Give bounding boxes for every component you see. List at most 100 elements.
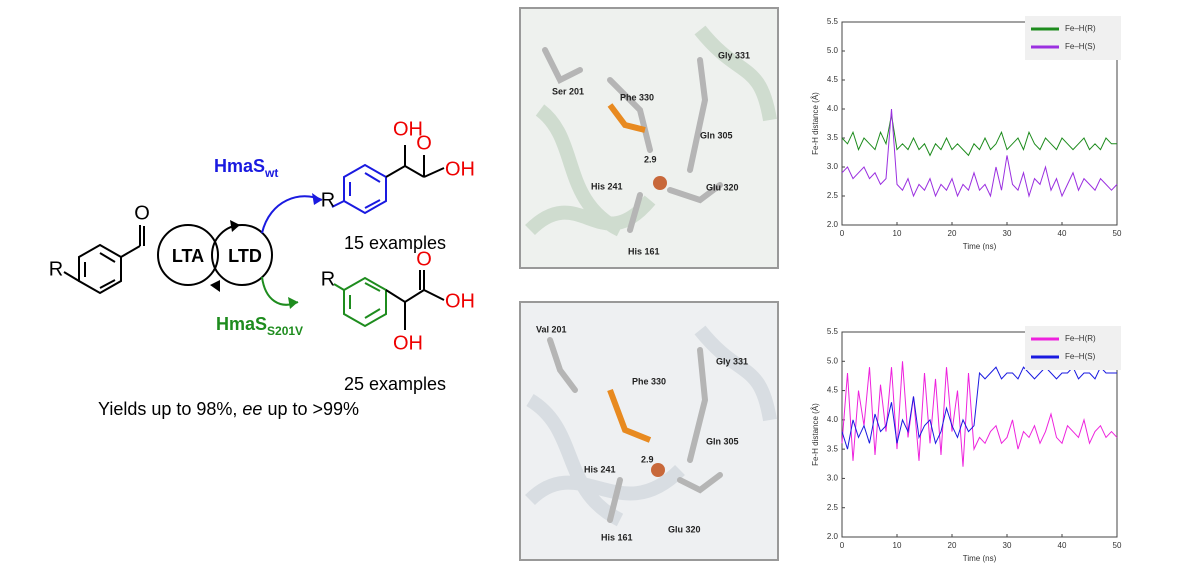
y-tick-label: 5.0 [827,356,839,365]
residues [542,47,723,233]
y-tick-label: 3.0 [827,474,839,483]
atom: R [321,189,335,211]
residue-label: Gly 331 [718,50,750,60]
residue-label: Glu 320 [706,182,739,192]
ligand [607,103,646,133]
summary-text: up to >99% [262,399,359,419]
ligand [607,388,652,443]
residue-label: His 241 [591,181,623,191]
y-tick-label: 2.0 [827,532,839,541]
ribbon [525,325,777,527]
y-tick-label: 3.5 [827,444,839,453]
structure-panels [519,7,779,561]
residue-label: Gly 331 [716,356,748,366]
acid-bottom [385,270,445,330]
residue-label: Ser 201 [552,86,584,96]
benzene-top [343,163,387,215]
benzene [78,243,122,295]
x-tick-label: 30 [1003,541,1012,550]
atom: O [134,202,150,224]
x-tick-label: 30 [1003,229,1012,238]
legend-label: Fe–H(R) [1065,334,1096,343]
arrow-head [312,193,322,205]
y-axis-label: Fe-H distance (Å) [811,92,820,155]
y-tick-label: 5.0 [827,46,839,55]
residue-label: His 241 [584,464,616,474]
aldehyde-bond [120,225,145,258]
y-axis-label: Fe-H distance (Å) [811,403,820,466]
x-tick-label: 10 [893,229,902,238]
cycle-lta [157,224,219,286]
x-axis-label: Time (ns) [963,554,997,563]
x-tick-label: 50 [1113,229,1122,238]
enzyme-name: HmaS [216,314,267,334]
residue-label: 2.9 [644,154,657,164]
residue-label: Glu 320 [668,524,701,534]
residue-label: 2.9 [641,454,654,464]
y-tick-label: 4.5 [827,75,839,84]
residue-label: Val 201 [536,324,567,334]
atom: OH [393,118,423,140]
enzyme-name: HmaS [214,156,265,176]
arrow-heads [210,193,322,309]
atom: O [416,132,432,154]
iron [651,463,665,477]
x-tick-label: 10 [893,541,902,550]
summary-text: Yields up to 98%, [98,399,242,419]
atom: R [49,258,63,280]
arrow-head [230,220,240,232]
cycle-ltd [211,224,273,286]
x-tick-label: 40 [1058,541,1067,550]
x-axis-label: Time (ns) [963,242,997,251]
summary: Yields up to 98%, ee up to >99% [98,399,359,419]
y-tick-label: 4.0 [827,104,839,113]
legend-label: Fe–H(R) [1065,24,1096,33]
x-tick-label: 20 [948,229,957,238]
arrow-head [210,280,220,292]
plot-frame [841,21,1118,226]
r-bond-top [331,200,345,208]
example-count: 15 examples [344,233,446,253]
series-line [841,108,1118,198]
charts: 2.0 2.5 3.0 3.5 4.0 4.5 5.0 5.5 0 10 20 30 40 50 Time … [811,16,1122,563]
legend-label: Fe–H(S) [1065,352,1096,361]
legend-box [1025,326,1121,370]
enzyme-label: HmaSS201V [216,314,303,338]
scheme [63,145,445,330]
residue-label: Phe 330 [632,376,666,386]
atom: R [321,268,335,290]
x-tick-label: 0 [840,229,845,238]
legend-label: Fe–H(S) [1065,42,1096,51]
example-count: 25 examples [344,374,446,394]
atom: OH [445,158,475,180]
x-tick-label: 50 [1113,541,1122,550]
acid-top [385,145,445,178]
benzene-bottom [343,276,387,328]
y-tick-label: 2.0 [827,220,839,229]
y-tick-label: 5.5 [827,17,839,26]
x-tick-label: 0 [840,541,845,550]
cycle-label: LTA [172,246,204,266]
residue-label: Gln 305 [706,436,739,446]
cycle-label: LTD [228,246,262,266]
atom: O [416,248,432,270]
arrow-top [261,195,323,234]
x-tick-label: 40 [1058,229,1067,238]
y-tick-label: 4.5 [827,386,839,395]
enzyme-sub: wt [264,166,278,180]
r-bond [63,271,80,282]
residue-label: His 161 [628,246,660,256]
y-tick-label: 5.5 [827,327,839,336]
enzyme-label: HmaSwt [214,156,278,180]
arrow-head [288,297,298,309]
plot-frame [841,331,1118,538]
enzyme-sub: S201V [267,324,303,338]
y-tick-label: 4.0 [827,415,839,424]
residue-label: Gln 305 [700,130,733,140]
y-tick-label: 2.5 [827,503,839,512]
y-tick-label: 3.5 [827,133,839,142]
atom: OH [445,290,475,312]
iron [653,176,667,190]
y-tick-label: 3.0 [827,162,839,171]
